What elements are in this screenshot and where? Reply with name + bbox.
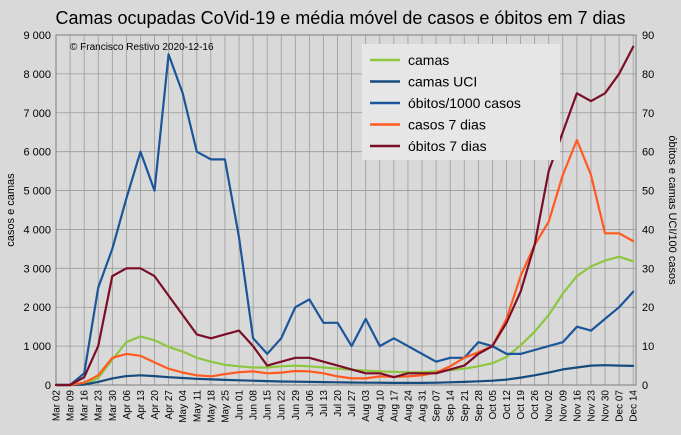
legend-label: casos 7 dias: [408, 117, 486, 133]
x-tick-label: Oct 19: [516, 390, 527, 420]
series-line--bitos-7-dias: [54, 45, 635, 387]
x-tick-label: Oct 05: [488, 390, 499, 420]
x-tick-label: Apr 06: [122, 390, 133, 420]
y-tick-label-right: 30: [642, 263, 654, 275]
x-tick-label: Apr 13: [136, 390, 147, 420]
x-tick-label: Aug 03: [361, 390, 372, 422]
x-tick-label: Oct 26: [530, 390, 541, 420]
plot-frame: [55, 34, 637, 386]
y-tick-label-right: 0: [642, 380, 648, 392]
x-tick-label: Nov 16: [572, 390, 583, 422]
y-tick-label-right: 80: [642, 69, 654, 81]
y-tick-label-left: 2 000: [23, 302, 51, 314]
y-tick-label-left: 8 000: [23, 69, 51, 81]
series-line-casos-7-dias: [54, 138, 635, 387]
y-tick-label-right: 40: [642, 224, 654, 236]
x-tick-label: Aug 24: [403, 390, 414, 422]
x-tick-label: Sep 21: [460, 390, 471, 422]
x-tick-label: Mar 23: [94, 390, 105, 422]
y-tick-label-left: 6 000: [23, 147, 51, 159]
x-tick-label: Mar 30: [108, 390, 119, 422]
y-axis-label-left: casos e camas: [5, 173, 17, 247]
x-tick-label: May 25: [220, 390, 231, 423]
y-tick-label-left: 0: [45, 380, 51, 392]
y-tick-label-right: 70: [642, 108, 654, 120]
y-tick-label-left: 9 000: [23, 30, 51, 42]
y-axis-label-right: óbitos e camas UCI/100 casos: [666, 135, 678, 285]
x-tick-label: Nov 30: [601, 390, 612, 422]
y-tick-label-right: 60: [642, 147, 654, 159]
x-tick-label: Oct 12: [502, 390, 513, 420]
x-tick-label: Jun 01: [235, 390, 246, 420]
x-tick-label: Mar 09: [66, 390, 77, 422]
legend: camas camas UCI óbitos/1000 casos casos 7 d…: [362, 44, 560, 160]
y-tick-label-right: 90: [642, 30, 654, 42]
x-tick-label: Jun 08: [249, 390, 260, 420]
x-tick-label: Mar 16: [80, 390, 91, 422]
legend-label: camas UCI: [408, 74, 477, 90]
x-tick-label: Apr 20: [150, 390, 161, 420]
legend-label: óbitos 7 dias: [408, 138, 487, 154]
x-tick-label: Sep 28: [474, 390, 485, 422]
y-tick-label-left: 5 000: [23, 186, 51, 198]
x-tick-label: Jul 20: [333, 390, 344, 417]
legend-label: óbitos/1000 casos: [408, 95, 521, 111]
x-tick-label: Dec 07: [615, 390, 626, 422]
x-tick-label: Aug 17: [389, 390, 400, 422]
x-tick-label: Jun 29: [291, 390, 302, 420]
x-tick-label: Nov 23: [586, 390, 597, 422]
y-tick-label-right: 10: [642, 341, 654, 353]
y-tick-label-left: 3 000: [23, 263, 51, 275]
x-tick-label: Nov 02: [544, 390, 555, 422]
y-tick-label-left: 4 000: [23, 224, 51, 236]
x-tick-label: Aug 10: [375, 390, 386, 422]
y-tick-label-left: 7 000: [23, 108, 51, 120]
x-tick-label: May 11: [192, 390, 203, 422]
y-tick-label-left: 1 000: [23, 341, 51, 353]
credit-text: © Francisco Restivo 2020-12-16: [70, 42, 214, 53]
x-tick-label: Sep 14: [446, 390, 457, 422]
x-tick-label: Sep 07: [432, 390, 443, 422]
y-tick-label-right: 50: [642, 186, 654, 198]
x-tick-label: Jul 06: [305, 390, 316, 417]
series-line-camas: [54, 255, 635, 387]
x-tick-label: Nov 09: [558, 390, 569, 422]
x-tick-label: Dec 14: [629, 390, 640, 422]
series-line--bitos-1000-casos: [54, 53, 635, 387]
x-tick-label: Jun 15: [263, 390, 274, 420]
x-tick-label: Aug 31: [418, 390, 429, 422]
x-tick-label: Jul 27: [347, 390, 358, 417]
x-tick-label: Jun 22: [277, 390, 288, 420]
chart-title: Camas ocupadas CoVid-19 e média móvel de…: [56, 8, 626, 28]
x-tick-label: May 18: [206, 390, 217, 423]
x-tick-label: Apr 27: [164, 390, 175, 420]
y-tick-label-right: 20: [642, 302, 654, 314]
x-tick-label: May 04: [178, 390, 189, 423]
legend-label: camas: [408, 52, 449, 68]
x-tick-label: Mar 02: [52, 390, 63, 422]
series-line-camas-uci: [54, 364, 635, 387]
x-tick-label: Jul 13: [319, 390, 330, 417]
